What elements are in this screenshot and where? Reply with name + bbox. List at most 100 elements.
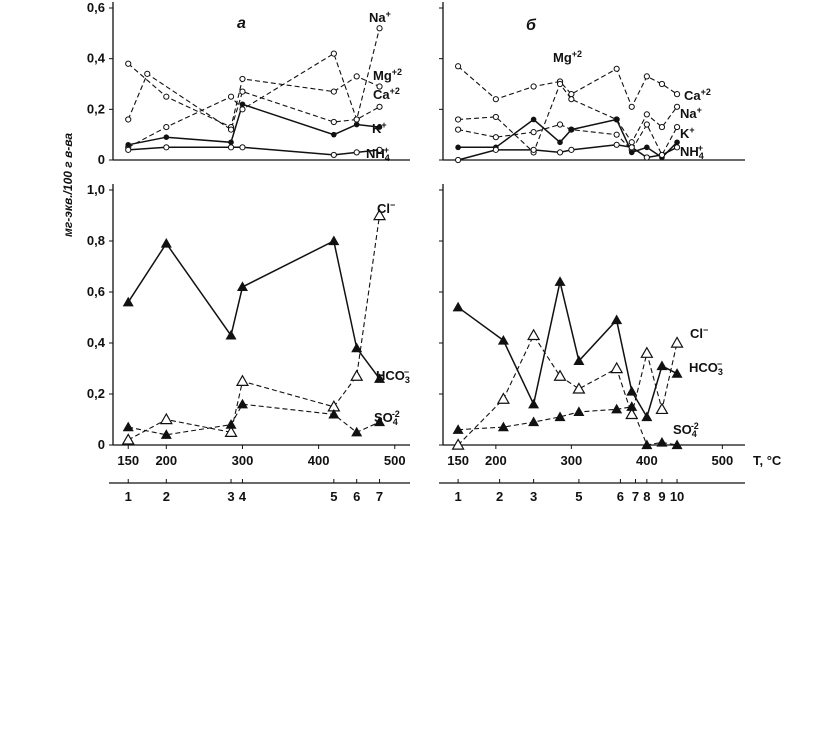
a-bottom-xtick-label: 400 [308,453,330,468]
b-bottom-xtick-label: 500 [711,453,733,468]
b-bottom-series-cl-point [625,407,639,420]
a-top-series-mg2-point [125,60,132,67]
ion-label-b-bottom-so: SO4-2 [673,421,699,439]
b-top-series-ca2-point [658,123,666,131]
a-top-series-nh4-point [163,144,170,151]
a-bottom-series-hco3-point [122,296,134,307]
a-bottom-sample-label: 1 [125,489,132,504]
ion-label-a-bottom-cl: Cl− [377,200,395,216]
ion-label-a-top-na: Na+ [369,9,391,25]
a-bottom-series-so42-point [374,416,386,427]
b-bottom-x-axis-label: T, °C [753,453,782,468]
b-top-series-nh4-point [568,146,575,153]
b-bottom-sample-label: 9 [658,489,665,504]
a-top-ytick-label: 0 [98,152,105,167]
a-top-series-k-point [239,101,246,108]
b-bottom-series-cl-point [572,382,586,394]
a-top-series-k-point [376,124,383,130]
b-bottom-series-cl-point [451,438,465,450]
a-bottom-sample-label: 4 [239,489,247,504]
b-top-series-k-point [568,126,575,133]
ion-label-b-top-k: K+ [680,125,695,141]
a-bottom-series-hco3-line [127,239,381,380]
a-bottom-series-so42-point [122,421,134,432]
b-top-series-na-point [530,129,537,136]
a-top-series-ca2-point [376,103,383,110]
b-top-series-nh4-point [628,144,635,151]
b-top-series-na-point [643,121,650,128]
b-top-series-k-point [613,116,620,123]
b-top-series-na-point [492,134,499,141]
panel-label-a: а [237,15,246,32]
a-top-series-ca2-point [330,118,337,126]
ion-label-a-top-ca: Ca+2 [373,86,400,102]
a-top-series-ca2-point [239,88,246,95]
ion-label-b-top-ca: Ca+2 [684,87,711,103]
b-bottom-series-cl-point [640,346,654,358]
b-bottom-series-so42-line [458,406,678,446]
b-top-series-k-point [455,144,461,151]
ion-label-b-top-na: Na+ [680,105,702,121]
ion-label-b-top-nh: NH4+ [680,143,704,161]
a-bottom-ytick-label: 0,2 [87,386,105,401]
b-bottom-series-hco3-point [573,355,585,365]
a-bottom-xtick-label: 500 [384,453,406,468]
b-bottom-series-hco3-point [611,314,623,325]
b-top-series-mg2-line [457,65,678,109]
b-bottom-sample-label: 10 [670,489,684,504]
b-bottom-sample-label: 8 [643,489,650,504]
a-bottom-xtick-label: 300 [232,453,254,468]
a-top-series-k-point [228,139,234,146]
a-top-series-nh4-point [239,144,246,151]
a-top-series-nh4-point [353,149,360,156]
a-top-series-mg2-point [163,93,170,100]
b-bottom-series-cl-point [610,361,624,374]
a-top-series-ca2-point [144,70,151,77]
b-bottom-series-hco3-point [641,411,653,422]
b-bottom-series-so42-point [528,416,540,427]
a-bottom-sample-label: 6 [353,489,360,504]
b-bottom-series-hco3-point [671,368,683,378]
a-top-series-k-point [163,134,170,140]
a-top-series-k-point [125,142,132,148]
a-top-series-k-point [353,121,360,128]
b-bottom-series-so42-point [497,421,509,432]
b-top-series-ca2-point [492,113,499,121]
a-top-series-ca2-point [125,116,132,123]
a-top-ytick-label: 0,2 [87,101,105,116]
a-bottom-series-hco3-point [351,342,363,353]
b-top-series-nh4-point [492,146,499,153]
b-top-series-ca2-point [628,139,635,146]
b-top-series-mg2-point [628,103,635,110]
b-top-series-na-point [556,121,564,128]
b-top-series-nh4-point [556,149,564,156]
b-top-series-nh4-point [658,151,666,159]
b-bottom-series-hco3-point [626,385,638,396]
b-top-series-mg2-point [455,63,462,70]
ion-label-b-bottom-hco: HCO3− [689,359,723,377]
ion-label-a-bottom-hco: HCO3− [376,367,410,385]
b-top-series-ca2-point [643,111,650,118]
b-bottom-series-cl-point [527,328,541,341]
b-bottom-series-so42-point [573,406,585,416]
b-top-series-nh4-point [643,154,650,161]
b-bottom-series-cl-point [655,402,669,415]
a-bottom-sample-label: 7 [376,489,383,504]
a-top-series-ca2-point [227,126,235,133]
b-bottom-xtick-label: 400 [636,453,658,468]
a-bottom-ytick-label: 0,8 [87,233,105,248]
b-bottom-series-hco3-point [452,301,464,312]
a-bottom-series-hco3-point [225,329,237,340]
b-bottom-series-cl-point [670,336,684,348]
b-top-series-mg2-point [530,83,537,90]
a-bottom-series-so42-point [225,419,237,429]
b-top-series-nh4-point [613,141,620,148]
b-bottom-series-so42-point [671,439,683,450]
a-bottom-series-cl-point [373,208,387,221]
a-bottom-ytick-label: 0,6 [87,284,105,299]
a-top-series-ca2-point [353,116,360,123]
b-bottom-series-cl-line [457,334,678,446]
a-top-series-mg2-point [376,83,383,90]
